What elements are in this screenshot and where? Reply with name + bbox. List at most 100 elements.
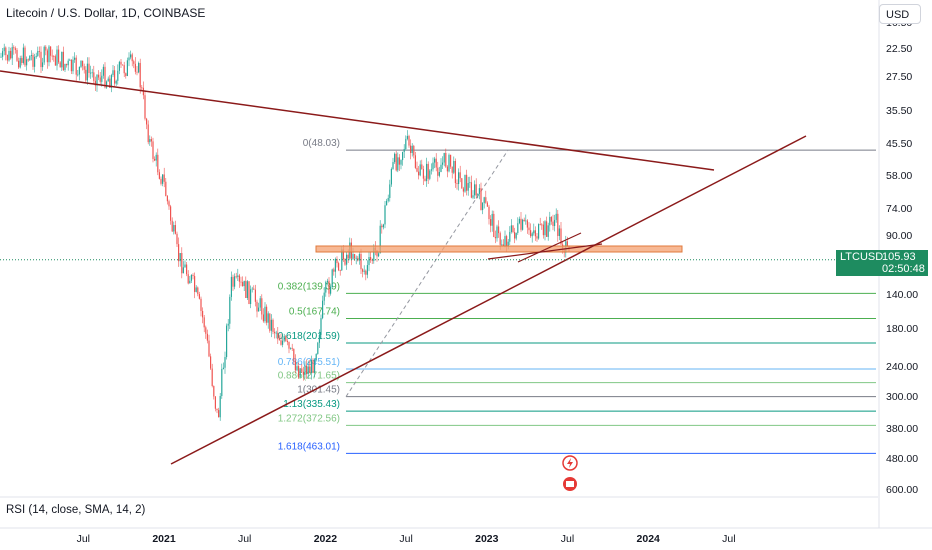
- candle-body: [21, 58, 23, 63]
- candle-body: [307, 366, 309, 375]
- candle-body: [50, 46, 52, 56]
- time-axis-tick: Jul: [561, 533, 574, 545]
- currency-selector[interactable]: USD: [879, 4, 921, 24]
- candle-body: [394, 153, 396, 163]
- candle-body: [422, 169, 424, 179]
- candle-body: [275, 332, 277, 334]
- candle-body: [378, 253, 380, 257]
- candle-body: [221, 368, 223, 397]
- candle-body: [458, 172, 460, 184]
- candle-body: [99, 77, 101, 82]
- candle-body: [110, 75, 112, 88]
- candle-body: [133, 61, 135, 64]
- candle-body: [405, 138, 407, 150]
- candle-body: [306, 365, 308, 375]
- candle-body: [200, 298, 202, 311]
- candle-body: [261, 298, 263, 315]
- fib-level-label: 0.382(139.39): [278, 281, 340, 292]
- candle-body: [418, 171, 420, 176]
- candle-body: [34, 56, 36, 67]
- candle-body: [555, 213, 557, 220]
- candle-body: [506, 236, 508, 246]
- candle-body: [366, 265, 368, 275]
- candle-body: [226, 325, 228, 358]
- candle-body: [219, 396, 221, 418]
- candle-body: [208, 340, 210, 357]
- candle-body: [538, 224, 540, 239]
- candle-body: [218, 410, 220, 418]
- candle-body: [282, 340, 284, 345]
- candle-body: [131, 54, 133, 62]
- price-axis-tick: 180.00: [886, 323, 918, 335]
- candle-body: [5, 47, 7, 55]
- candle-body: [539, 224, 541, 225]
- candle-body: [195, 287, 197, 292]
- candle-body: [46, 50, 48, 63]
- candle-body: [213, 386, 215, 397]
- candle-body: [173, 225, 175, 232]
- candle-body: [515, 232, 517, 239]
- candle-body: [186, 264, 188, 275]
- candle-body: [326, 280, 328, 282]
- candle-body: [149, 139, 151, 143]
- candle-body: [480, 188, 482, 211]
- candle-body: [16, 49, 18, 61]
- candle-body: [514, 232, 516, 239]
- current-price-tag: LTCUSD 105.93 02:50:48: [836, 250, 928, 276]
- candle-body: [485, 197, 487, 203]
- candle-body: [115, 80, 117, 84]
- candle-body: [502, 244, 504, 246]
- price-tag-value: 105.93: [882, 251, 916, 263]
- candle-body: [286, 340, 288, 343]
- candle-body: [437, 167, 439, 176]
- candle-body: [432, 162, 434, 170]
- candle-body: [342, 249, 344, 260]
- candle-body: [467, 182, 469, 191]
- candle-body: [315, 353, 317, 361]
- candle-body: [250, 289, 252, 305]
- candle-body: [30, 55, 32, 56]
- candle-body: [267, 313, 269, 323]
- candle-body: [248, 281, 250, 305]
- candle-body: [443, 152, 445, 163]
- candle-body: [91, 72, 93, 74]
- candle-body: [62, 51, 64, 71]
- candle-body: [38, 50, 40, 52]
- candle-body: [512, 225, 514, 233]
- candle-body: [400, 160, 402, 165]
- candle-body: [285, 336, 287, 341]
- candle-body: [347, 254, 349, 259]
- candle-body: [61, 51, 63, 68]
- time-axis-tick: 2021: [152, 533, 176, 545]
- candle-body: [179, 253, 181, 262]
- candle-body: [370, 257, 372, 261]
- candle-body: [194, 276, 196, 292]
- candle-body: [69, 59, 71, 61]
- candle-body: [42, 62, 44, 68]
- candle-body: [0, 56, 2, 58]
- price-axis-tick: 600.00: [886, 484, 918, 496]
- candle-body: [83, 66, 85, 70]
- candle-body: [138, 62, 140, 73]
- candle-body: [288, 342, 290, 349]
- candle-body: [187, 274, 189, 284]
- candle-body: [165, 181, 167, 197]
- candle-body: [317, 342, 319, 354]
- candle-body: [507, 241, 509, 246]
- candle-body: [314, 360, 316, 373]
- candle-body: [293, 348, 295, 361]
- local-rising-line: [517, 232, 582, 263]
- candle-body: [32, 55, 34, 67]
- candle-body: [530, 230, 532, 237]
- candle-body: [264, 306, 266, 322]
- candle-body: [197, 287, 199, 295]
- candle-body: [427, 163, 429, 179]
- time-axis-tick: 2022: [314, 533, 338, 545]
- candle-body: [318, 334, 320, 343]
- candle-body: [211, 368, 213, 387]
- candle-body: [488, 206, 490, 220]
- rsi-indicator-label[interactable]: RSI (14, close, SMA, 14, 2): [6, 504, 146, 516]
- candle-body: [522, 219, 524, 230]
- candle-body: [470, 182, 472, 198]
